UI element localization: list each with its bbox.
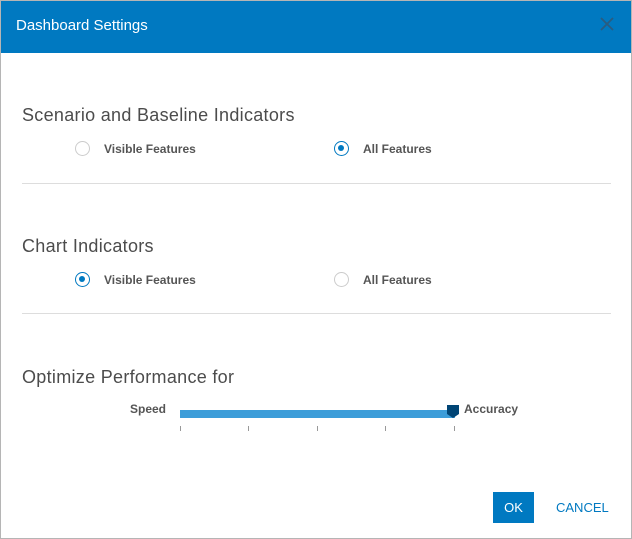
slider-tick: [180, 426, 181, 431]
dialog-title: Dashboard Settings: [16, 17, 148, 34]
radio-label: All Features: [363, 272, 432, 287]
ok-button[interactable]: OK: [493, 492, 534, 523]
radio-label: Visible Features: [104, 272, 196, 287]
cancel-button[interactable]: CANCEL: [550, 492, 615, 523]
radio-circle: [75, 141, 90, 156]
dialog-header: Dashboard Settings: [1, 1, 631, 53]
radio-label: All Features: [363, 141, 432, 156]
radio-circle-selected: [75, 272, 90, 287]
accuracy-label: Accuracy: [464, 402, 519, 416]
radio-circle: [334, 272, 349, 287]
slider-tick: [454, 426, 455, 431]
performance-slider-track[interactable]: [180, 410, 455, 418]
scenario-visible-features-radio[interactable]: Visible Features: [75, 141, 196, 156]
divider: [22, 183, 611, 184]
scenario-all-features-radio[interactable]: All Features: [334, 141, 432, 156]
radio-circle-selected: [334, 141, 349, 156]
slider-thumb[interactable]: [447, 405, 459, 418]
divider: [22, 313, 611, 314]
close-icon[interactable]: [597, 14, 617, 34]
slider-tick: [317, 426, 318, 431]
scenario-heading: Scenario and Baseline Indicators: [22, 105, 295, 125]
chart-heading: Chart Indicators: [22, 236, 154, 256]
slider-tick: [385, 426, 386, 431]
speed-label: Speed: [130, 402, 167, 416]
radio-label: Visible Features: [104, 141, 196, 156]
slider-tick: [248, 426, 249, 431]
chart-all-features-radio[interactable]: All Features: [334, 272, 432, 287]
performance-heading: Optimize Performance for: [22, 367, 235, 387]
chart-visible-features-radio[interactable]: Visible Features: [75, 272, 196, 287]
